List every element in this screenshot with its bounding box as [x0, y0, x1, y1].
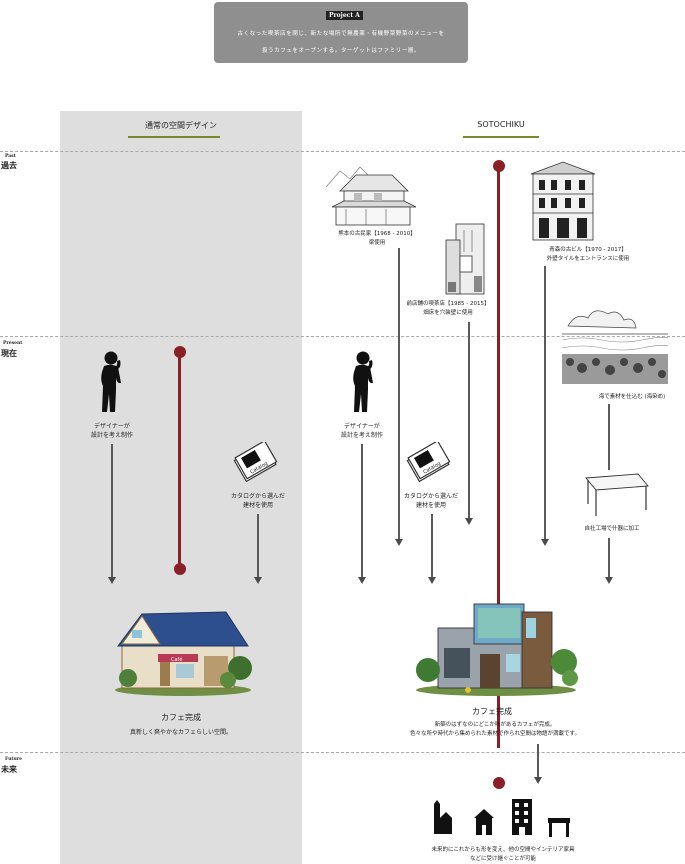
- right-result-title: カフェ完成: [472, 707, 512, 716]
- right-column-title: SOTOCHIKU: [477, 120, 525, 129]
- right-designer-caption: デザイナーが 設計を考え制作: [330, 422, 394, 441]
- right-result-line1: 新築のはずなのにどこか味があるカフェが完成。: [434, 722, 556, 728]
- sotochiku-cafe-illustration: [410, 598, 582, 698]
- aomori-caption: 青森の古ビル【1970 - 2017】 外壁タイルをエントランスに使用: [536, 246, 640, 264]
- kissaten-line2: 畑床を穴装壁に使用: [423, 309, 473, 316]
- right-catalog-arrowhead: [428, 577, 436, 584]
- left-designer-line1: デザイナーが: [94, 423, 130, 430]
- present-divider: [0, 336, 685, 337]
- kissaten-caption: 前店舗の喫茶店【1985 - 2015】 畑床を穴装壁に使用: [400, 300, 496, 318]
- left-catalog-line2: 建材を使用: [242, 502, 273, 510]
- catalog-book-icon: Catalog: [405, 442, 453, 482]
- sea-dyeing-connector: [608, 404, 610, 470]
- sea-dyeing-illustration: [562, 304, 668, 388]
- left-designer-caption: デザイナーが 設計を考え制作: [80, 422, 144, 441]
- past-divider: [0, 151, 685, 152]
- left-catalog-arrowhead: [254, 577, 262, 584]
- left-designer-arrow-line: [111, 444, 113, 578]
- workbench-table-illustration: [584, 470, 650, 518]
- kissaten-arrow-line: [468, 322, 470, 519]
- right-catalog-arrow-line: [431, 514, 433, 578]
- project-description-line1: 古くなった喫茶店を閉じ、新たな場所で無農薬・有機野菜野菜のメニューを: [237, 31, 445, 37]
- factory-caption: 自社工場で什器に加工: [584, 526, 640, 532]
- future-line2: などに受け継ぐことが可能: [469, 855, 536, 862]
- project-summary-box: Project A 古くなった喫茶店を閉じ、新たな場所で無農薬・有機野菜野菜のメ…: [214, 2, 468, 63]
- right-result-line2: 色々な所や時代から集められた素材で作られ空間は物語が満載です。: [410, 730, 580, 737]
- left-catalog-arrow-line: [257, 514, 259, 578]
- present-label-jp: 現在: [1, 349, 17, 358]
- right-catalog-line2: 建材を使用: [415, 502, 446, 510]
- past-label-jp: 過去: [1, 161, 17, 170]
- aomori-arrow-line: [544, 266, 546, 540]
- future-label-en: Future: [5, 757, 22, 762]
- left-column-title: 通常の空間デザイン: [145, 121, 217, 130]
- catalog-book-icon: Catalog: [232, 442, 280, 482]
- future-line1: 未来的にこれからも形を変え、他の空間やインテリア家具: [431, 847, 575, 853]
- left-cafe-illustration: Café: [108, 604, 258, 698]
- kumamoto-caption: 熊本の古民家【1968 - 2010】 梁使用: [335, 230, 419, 248]
- aomori-arrowhead: [541, 539, 549, 546]
- aomori-old-building-illustration: [527, 160, 599, 242]
- left-column-underline: [128, 136, 220, 138]
- right-designer-arrow-line: [361, 444, 363, 578]
- kumamoto-arrowhead: [395, 539, 403, 546]
- aomori-line2: 外壁タイルをエントランスに使用: [546, 255, 630, 262]
- previous-kissaten-illustration: [438, 222, 490, 298]
- kissaten-line1: 前店舗の喫茶店【1985 - 2015】: [406, 301, 490, 307]
- right-designer-line1: デザイナーが: [344, 423, 380, 430]
- factory-arrowhead: [605, 577, 613, 584]
- kumamoto-old-house-illustration: [326, 165, 416, 227]
- project-description-line2: 扱うカフェをオープンする。ターゲットはファミリー層。: [261, 48, 421, 54]
- present-label-en: Present: [3, 341, 23, 346]
- left-result-title: カフェ完成: [161, 713, 201, 722]
- designer-silhouette-icon: [348, 350, 380, 414]
- right-result-description: 新築のはずなのにどこか味があるカフェが完成。 色々な所や時代から集められた素材で…: [380, 721, 610, 739]
- aomori-line1: 青森の古ビル【1970 - 2017】: [549, 247, 627, 253]
- cafe-sign-text: Café: [171, 656, 182, 663]
- kumamoto-line2: 梁使用: [368, 239, 386, 246]
- right-red-dot-bottom: [493, 777, 505, 789]
- left-catalog-caption: カタログから選んだ 建材を使用: [225, 492, 291, 511]
- future-building-icon: [511, 798, 533, 836]
- standard-design-column: [60, 111, 302, 864]
- left-designer-arrowhead: [108, 577, 116, 584]
- factory-arrow-line: [608, 538, 610, 578]
- future-caption: 未来的にこれからも形を変え、他の空間やインテリア家具 などに受け継ぐことが可能: [418, 846, 588, 864]
- right-designer-arrowhead: [358, 577, 366, 584]
- kissaten-arrowhead: [465, 518, 473, 525]
- left-red-dot-bottom: [174, 563, 186, 575]
- right-red-timeline: [497, 166, 500, 748]
- left-designer-line2: 設計を考え制作: [90, 432, 133, 440]
- project-badge: Project A: [326, 11, 363, 20]
- left-catalog-line1: カタログから選んだ: [230, 493, 285, 500]
- future-house-icon: [473, 808, 495, 836]
- future-label-jp: 未来: [1, 765, 17, 774]
- right-column-underline: [463, 136, 539, 138]
- right-catalog-line1: カタログから選んだ: [403, 493, 458, 500]
- right-designer-line2: 設計を考え制作: [340, 432, 383, 440]
- sea-dyeing-caption: 海で素材を仕込む (海染め): [598, 394, 666, 400]
- future-arrow-line: [537, 744, 539, 778]
- kumamoto-arrow-line: [398, 248, 400, 540]
- future-furniture-icon: [547, 816, 571, 838]
- left-result-description: 真新しく爽やかなカフェらしい空間。: [129, 729, 232, 736]
- future-church-icon: [428, 800, 454, 836]
- left-red-timeline: [178, 352, 181, 568]
- future-arrowhead: [534, 777, 542, 784]
- future-divider: [0, 752, 685, 753]
- kumamoto-line1: 熊本の古民家【1968 - 2010】: [338, 231, 416, 237]
- right-catalog-caption: カタログから選んだ 建材を使用: [398, 492, 464, 511]
- designer-silhouette-icon: [96, 350, 128, 414]
- past-label-en: Past: [5, 154, 16, 159]
